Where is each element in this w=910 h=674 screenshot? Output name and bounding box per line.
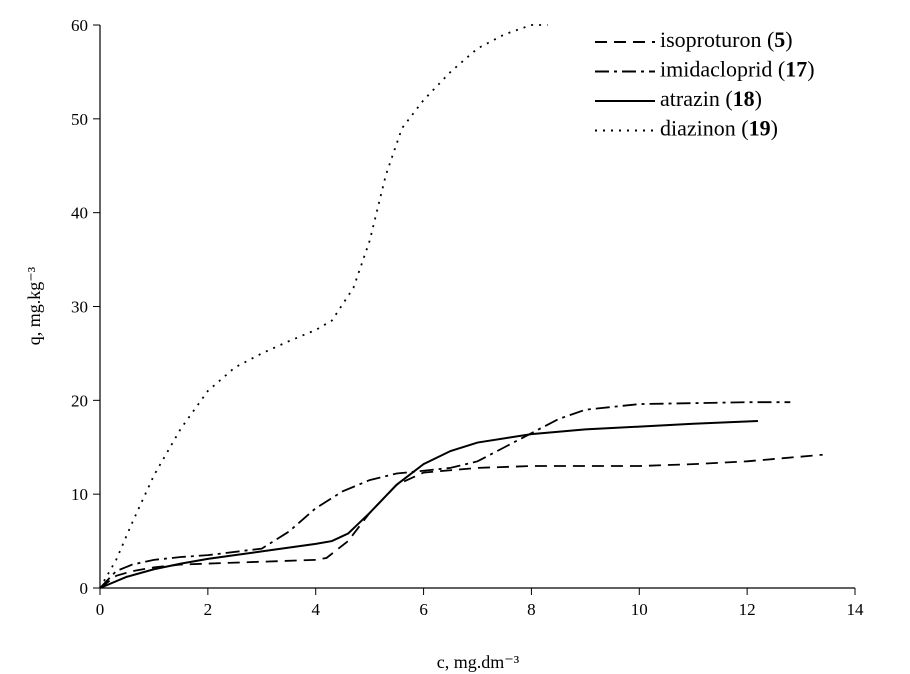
y-tick-label: 20 — [71, 391, 88, 410]
y-tick-label: 40 — [71, 204, 88, 223]
legend-label: atrazin (18) — [660, 86, 762, 111]
legend-label: imidacloprid (17) — [660, 57, 815, 82]
y-tick-label: 10 — [71, 485, 88, 504]
series-line — [99, 24, 548, 589]
x-tick-label: 4 — [311, 600, 320, 619]
x-tick-label: 2 — [204, 600, 213, 619]
y-tick-label: 60 — [71, 16, 88, 35]
legend-label: isoproturon (5) — [660, 27, 793, 52]
legend-label: diazinon (19) — [660, 116, 778, 141]
x-tick-label: 0 — [96, 600, 105, 619]
y-axis-label: q, mg.kg⁻³ — [24, 266, 44, 345]
x-tick-label: 6 — [419, 600, 428, 619]
y-tick-label: 0 — [80, 579, 89, 598]
series-line — [99, 401, 791, 589]
x-axis-label: c, mg.dm⁻³ — [437, 652, 520, 672]
series-line — [99, 419, 758, 589]
x-tick-label: 8 — [527, 600, 536, 619]
series-line — [99, 453, 823, 589]
y-tick-label: 30 — [71, 298, 88, 317]
y-tick-label: 50 — [71, 110, 88, 129]
x-tick-label: 10 — [631, 600, 648, 619]
x-tick-label: 12 — [739, 600, 756, 619]
x-tick-label: 14 — [847, 600, 865, 619]
